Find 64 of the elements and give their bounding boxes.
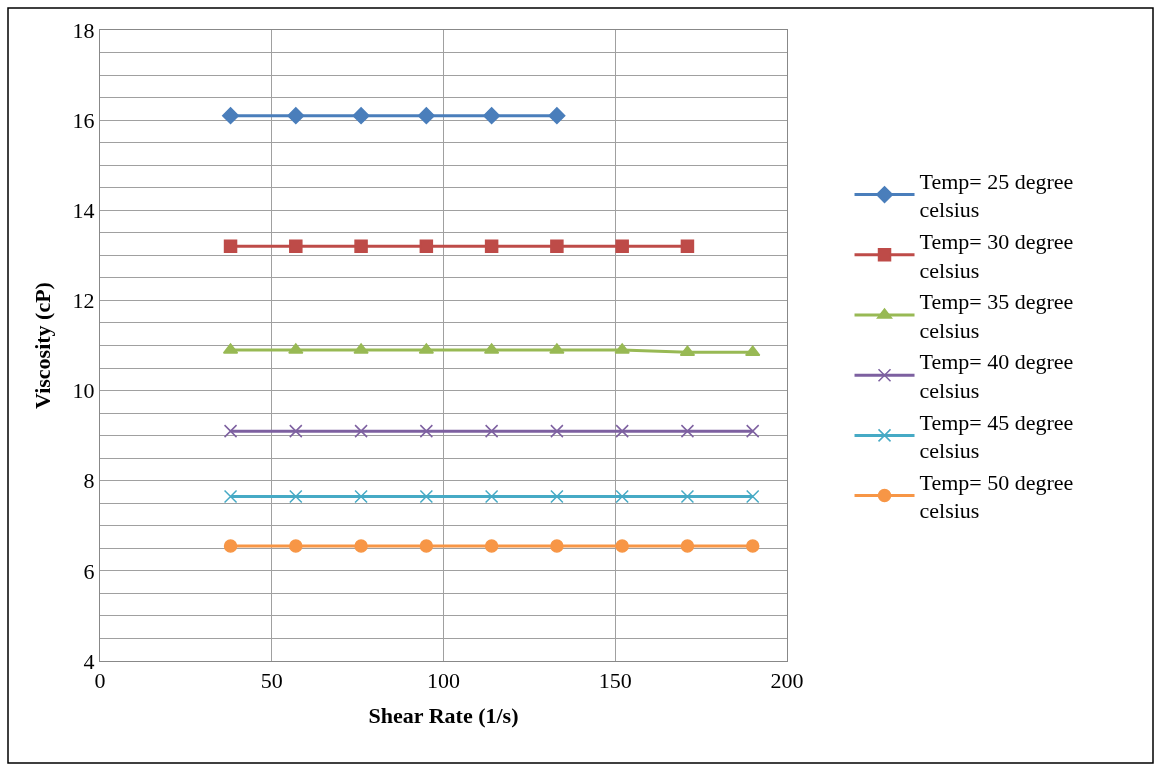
point	[352, 107, 370, 125]
point	[289, 424, 303, 438]
point	[419, 424, 434, 438]
point	[680, 424, 695, 438]
legend-label: Temp= 35 degree celsius	[919, 289, 1074, 343]
point	[615, 489, 629, 504]
point	[745, 424, 760, 438]
point	[550, 489, 564, 504]
point	[484, 424, 499, 438]
y-tick-label: 14	[72, 197, 95, 223]
x-tick-label: 200	[770, 668, 804, 694]
y-axis-title: Viscosity (cP)	[30, 282, 56, 409]
point	[550, 239, 564, 254]
y-tick-label: 8	[83, 468, 95, 494]
point	[680, 489, 695, 504]
point	[354, 424, 368, 438]
point	[615, 239, 629, 254]
point	[680, 539, 695, 553]
point	[419, 239, 434, 254]
legend-label: Temp= 50 degree celsius	[919, 469, 1074, 524]
legend-label: Temp= 25 degree celsius	[919, 168, 1074, 223]
point	[287, 107, 305, 125]
point	[484, 239, 499, 254]
point	[354, 489, 368, 504]
point	[354, 539, 368, 553]
point	[745, 345, 761, 357]
x-axis-title: Shear Rate (1/s)	[368, 703, 519, 729]
point	[484, 539, 499, 553]
point	[679, 345, 696, 357]
point	[615, 539, 629, 553]
point	[289, 539, 303, 553]
point	[483, 107, 501, 125]
y-tick-label: 6	[83, 558, 95, 584]
point	[550, 539, 564, 553]
point	[419, 489, 434, 504]
point	[680, 239, 695, 254]
point	[417, 107, 435, 125]
point	[419, 539, 434, 553]
x-tick-label: 150	[598, 668, 632, 694]
y-tick-label: 12	[72, 288, 95, 314]
point	[223, 539, 238, 553]
point	[550, 424, 564, 438]
point	[221, 107, 240, 125]
point	[548, 107, 566, 125]
x-tick-label: 50	[260, 668, 283, 694]
point	[745, 539, 760, 553]
point	[223, 239, 238, 254]
point	[745, 489, 760, 504]
legend-label: Temp= 30 degree celsius	[919, 229, 1074, 283]
y-tick-label: 16	[72, 107, 95, 133]
y-tick-label: 18	[72, 17, 95, 43]
point	[223, 424, 238, 438]
legend-label: Temp= 40 degree celsius	[919, 349, 1074, 404]
point	[354, 239, 368, 254]
y-tick-label: 4	[83, 648, 95, 674]
point	[289, 489, 303, 504]
point	[615, 424, 629, 438]
y-tick-label: 10	[72, 378, 95, 404]
point	[223, 489, 238, 504]
point	[289, 239, 303, 254]
x-tick-label: 0	[94, 668, 106, 694]
point	[484, 489, 499, 504]
x-tick-label: 100	[427, 668, 461, 694]
legend-label: Temp= 45 degree celsius	[919, 409, 1074, 464]
